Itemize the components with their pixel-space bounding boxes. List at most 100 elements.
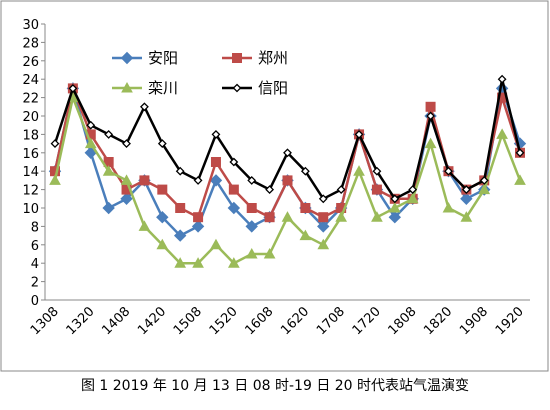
point	[426, 111, 435, 121]
point	[281, 211, 294, 222]
point	[497, 74, 507, 84]
point	[317, 220, 330, 233]
x-tick-label: 1620	[278, 304, 312, 338]
y-tick-label: 2	[31, 276, 39, 291]
point	[247, 175, 257, 185]
point	[102, 165, 115, 176]
legend-marker	[120, 51, 134, 65]
y-tick-label: 28	[22, 36, 39, 51]
y-tick-label: 30	[22, 18, 39, 33]
point	[460, 192, 473, 206]
y-tick-label: 16	[22, 147, 39, 162]
point	[84, 137, 97, 149]
point	[371, 184, 382, 195]
point	[406, 192, 419, 204]
point	[157, 139, 167, 149]
point	[245, 220, 258, 233]
y-tick-label: 4	[31, 257, 39, 272]
point	[424, 137, 437, 149]
point	[514, 174, 526, 185]
point	[140, 102, 149, 112]
point	[300, 203, 311, 213]
point	[263, 247, 276, 259]
point	[49, 174, 61, 185]
x-tick-label: 1420	[135, 304, 169, 338]
point	[50, 139, 60, 149]
point	[335, 211, 348, 222]
point	[192, 257, 204, 268]
legend-label: 信阳	[258, 79, 288, 97]
y-tick-label: 14	[22, 165, 39, 180]
x-tick-label: 1308	[28, 304, 62, 338]
point	[478, 183, 491, 195]
point	[156, 238, 169, 250]
point	[173, 229, 187, 242]
point	[479, 175, 489, 185]
y-tick-label: 10	[22, 202, 39, 217]
x-tick-label: 1408	[99, 304, 133, 338]
point	[408, 185, 418, 195]
point	[86, 120, 96, 130]
y-tick-label: 26	[22, 55, 39, 70]
point	[354, 129, 364, 139]
point	[461, 185, 471, 195]
point	[283, 148, 292, 158]
point	[193, 175, 203, 185]
point	[265, 185, 275, 195]
point	[68, 83, 78, 93]
point	[264, 212, 275, 223]
point	[156, 210, 169, 224]
point	[444, 166, 453, 176]
y-tick-label: 20	[22, 110, 39, 125]
point	[245, 247, 258, 259]
point	[515, 148, 525, 158]
point	[210, 238, 222, 250]
point	[336, 185, 346, 195]
point	[496, 128, 508, 139]
x-tick-label: 1520	[207, 304, 241, 338]
legend-marker	[232, 53, 242, 63]
point	[174, 257, 187, 268]
legend-marker	[121, 81, 133, 93]
x-tick-label: 1820	[421, 304, 455, 338]
x-tick-label: 1608	[242, 304, 276, 338]
caption: 图 1 2019 年 10 月 13 日 08 时-19 日 20 时代表站气温…	[81, 378, 469, 394]
point	[120, 192, 133, 206]
point	[139, 175, 150, 186]
point	[318, 194, 328, 204]
point	[102, 201, 115, 215]
x-tick-label: 1320	[64, 304, 98, 338]
legend-label: 栾川	[148, 79, 178, 97]
point	[353, 165, 365, 176]
point	[228, 184, 239, 195]
point	[120, 174, 133, 185]
point	[191, 220, 205, 233]
point	[138, 220, 151, 231]
point	[371, 211, 383, 222]
point	[211, 129, 221, 139]
point	[300, 166, 310, 176]
point	[388, 201, 401, 213]
x-tick-label: 1720	[350, 304, 384, 338]
point	[390, 194, 400, 204]
point	[425, 101, 436, 112]
point	[157, 184, 168, 195]
point	[175, 166, 185, 176]
legend-label: 郑州	[258, 49, 288, 67]
point	[442, 201, 455, 213]
point	[175, 203, 186, 213]
point	[122, 139, 131, 149]
x-tick-label: 1908	[457, 304, 491, 338]
point	[372, 166, 382, 176]
x-tick-label: 1708	[314, 304, 348, 338]
x-tick-label: 1920	[493, 304, 527, 338]
point	[227, 257, 240, 268]
y-tick-label: 12	[22, 184, 39, 199]
point	[229, 157, 239, 167]
point	[460, 211, 473, 222]
point	[318, 212, 329, 223]
point	[388, 210, 402, 224]
y-tick-label: 8	[31, 220, 39, 235]
